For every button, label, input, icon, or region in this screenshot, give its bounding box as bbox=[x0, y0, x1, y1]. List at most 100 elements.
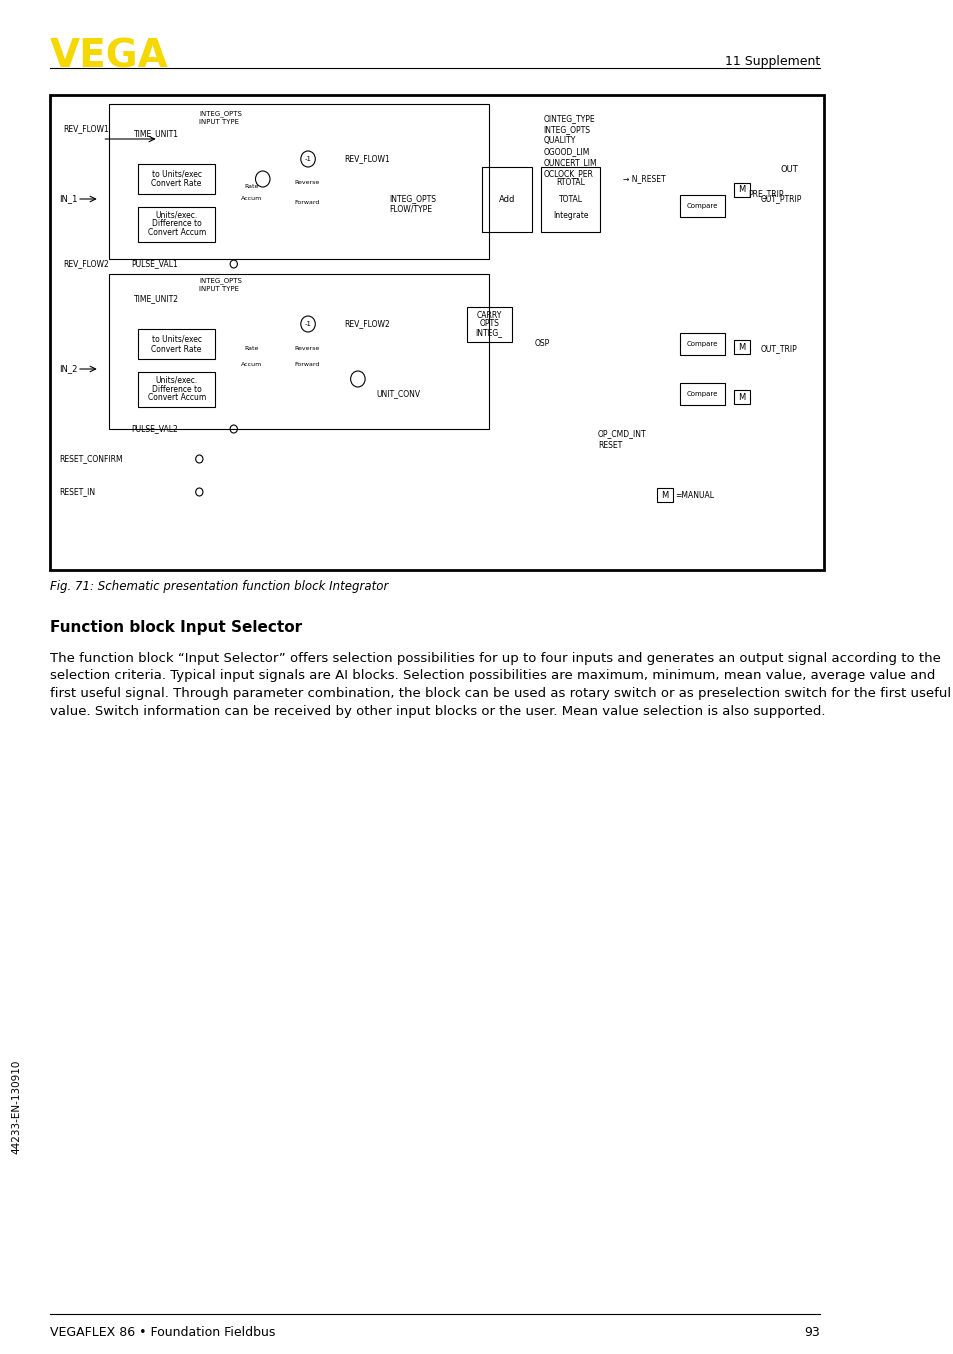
Text: Rate: Rate bbox=[244, 184, 259, 188]
Text: -1: -1 bbox=[304, 156, 312, 162]
Text: INTEG_OPTS: INTEG_OPTS bbox=[199, 111, 242, 118]
Bar bbox=[50, 95, 823, 570]
Circle shape bbox=[300, 152, 315, 167]
Text: Rate: Rate bbox=[244, 347, 259, 352]
Text: M: M bbox=[660, 490, 668, 500]
Text: Convert Accum: Convert Accum bbox=[148, 229, 206, 237]
Text: Reverse: Reverse bbox=[294, 347, 319, 352]
Text: to Units/exec: to Units/exec bbox=[152, 169, 201, 179]
Text: QUALITY: QUALITY bbox=[543, 137, 576, 145]
Text: RESET_CONFIRM: RESET_CONFIRM bbox=[59, 455, 122, 463]
Text: Add: Add bbox=[498, 195, 515, 203]
Text: OPTS: OPTS bbox=[478, 320, 498, 329]
Text: Forward: Forward bbox=[294, 362, 319, 367]
Text: to Units/exec: to Units/exec bbox=[152, 334, 201, 344]
Bar bbox=[679, 383, 724, 405]
Text: Convert Rate: Convert Rate bbox=[152, 180, 202, 188]
Circle shape bbox=[300, 315, 315, 332]
Text: Function block Input Selector: Function block Input Selector bbox=[50, 620, 302, 635]
Text: Compare: Compare bbox=[686, 391, 717, 397]
Circle shape bbox=[351, 371, 365, 387]
Text: OCLOCK_PER: OCLOCK_PER bbox=[543, 169, 593, 179]
Text: → N_RESET: → N_RESET bbox=[622, 175, 665, 184]
FancyBboxPatch shape bbox=[733, 183, 749, 196]
Text: Accum: Accum bbox=[241, 196, 262, 202]
Text: OUT: OUT bbox=[781, 164, 798, 173]
Text: =MANUAL: =MANUAL bbox=[675, 490, 713, 500]
Bar bbox=[138, 207, 215, 241]
Text: FLOW/TYPE: FLOW/TYPE bbox=[389, 204, 432, 214]
Text: INPUT TYPE: INPUT TYPE bbox=[199, 286, 239, 292]
Bar bbox=[109, 104, 489, 259]
Circle shape bbox=[195, 487, 203, 496]
Text: TIME_UNIT1: TIME_UNIT1 bbox=[134, 130, 179, 138]
Bar bbox=[482, 167, 532, 232]
Text: RESET_IN: RESET_IN bbox=[59, 487, 95, 497]
Text: RTOTAL: RTOTAL bbox=[556, 179, 584, 187]
Text: OUNCERT_LIM: OUNCERT_LIM bbox=[543, 158, 597, 168]
FancyBboxPatch shape bbox=[733, 340, 749, 353]
Text: M: M bbox=[738, 185, 745, 195]
Bar bbox=[679, 333, 724, 355]
Text: INTEG_OPTS: INTEG_OPTS bbox=[389, 195, 436, 203]
Text: PULSE_VAL2: PULSE_VAL2 bbox=[132, 425, 178, 433]
Bar bbox=[138, 164, 215, 194]
Text: PULSE_VAL1: PULSE_VAL1 bbox=[132, 260, 178, 268]
Text: 11 Supplement: 11 Supplement bbox=[724, 56, 819, 68]
Text: 93: 93 bbox=[803, 1326, 819, 1339]
Text: The function block “Input Selector” offers selection possibilities for up to fou: The function block “Input Selector” offe… bbox=[50, 653, 950, 718]
Text: Difference to: Difference to bbox=[152, 219, 201, 229]
Text: OP_CMD_INT: OP_CMD_INT bbox=[598, 429, 646, 439]
Bar bbox=[540, 167, 599, 232]
Text: CARRY: CARRY bbox=[476, 311, 501, 320]
Text: -1: -1 bbox=[304, 321, 312, 328]
Circle shape bbox=[255, 171, 270, 187]
Bar bbox=[679, 195, 724, 217]
Text: Units/exec.: Units/exec. bbox=[155, 211, 197, 219]
Text: 44233-EN-130910: 44233-EN-130910 bbox=[11, 1060, 21, 1154]
Text: Integrate: Integrate bbox=[553, 211, 588, 219]
Text: REV_FLOW2: REV_FLOW2 bbox=[63, 260, 109, 268]
Circle shape bbox=[230, 260, 237, 268]
Text: UNIT_CONV: UNIT_CONV bbox=[376, 390, 420, 398]
Text: Accum: Accum bbox=[241, 362, 262, 367]
Bar bbox=[138, 371, 215, 406]
Text: Compare: Compare bbox=[686, 341, 717, 347]
Text: INTEG_: INTEG_ bbox=[476, 328, 502, 337]
Circle shape bbox=[230, 425, 237, 433]
Text: Units/exec.: Units/exec. bbox=[155, 376, 197, 385]
Bar bbox=[109, 274, 489, 429]
Text: VEGA: VEGA bbox=[50, 38, 169, 76]
Text: OGOOD_LIM: OGOOD_LIM bbox=[543, 148, 589, 157]
Text: INPUT TYPE: INPUT TYPE bbox=[199, 119, 239, 125]
Text: Reverse: Reverse bbox=[294, 180, 319, 184]
Bar bbox=[138, 329, 215, 359]
Text: OUT_TRIP: OUT_TRIP bbox=[760, 344, 797, 353]
Text: REV_FLOW2: REV_FLOW2 bbox=[344, 320, 390, 329]
Text: TOTAL: TOTAL bbox=[558, 195, 582, 203]
Text: Forward: Forward bbox=[294, 199, 319, 204]
FancyBboxPatch shape bbox=[657, 487, 673, 502]
Text: INTEG_OPTS: INTEG_OPTS bbox=[543, 126, 590, 134]
Text: REV_FLOW1: REV_FLOW1 bbox=[344, 154, 390, 164]
Text: Fig. 71: Schematic presentation function block Integrator: Fig. 71: Schematic presentation function… bbox=[50, 580, 388, 593]
Text: PRE_TRIP: PRE_TRIP bbox=[747, 190, 783, 199]
Circle shape bbox=[195, 455, 203, 463]
Text: Compare: Compare bbox=[686, 203, 717, 209]
Text: Convert Rate: Convert Rate bbox=[152, 344, 202, 353]
Text: REV_FLOW1: REV_FLOW1 bbox=[63, 125, 109, 134]
Text: OSP: OSP bbox=[534, 340, 549, 348]
Text: IN_1: IN_1 bbox=[59, 195, 77, 203]
Text: VEGAFLEX 86 • Foundation Fieldbus: VEGAFLEX 86 • Foundation Fieldbus bbox=[50, 1326, 274, 1339]
Bar bbox=[466, 306, 512, 341]
Text: OINTEG_TYPE: OINTEG_TYPE bbox=[543, 115, 595, 123]
FancyBboxPatch shape bbox=[733, 390, 749, 403]
Text: IN_2: IN_2 bbox=[59, 364, 77, 374]
Text: Difference to: Difference to bbox=[152, 385, 201, 394]
Text: INTEG_OPTS: INTEG_OPTS bbox=[199, 278, 242, 284]
Text: Convert Accum: Convert Accum bbox=[148, 393, 206, 402]
Text: M: M bbox=[738, 343, 745, 352]
Text: RESET: RESET bbox=[598, 440, 621, 450]
Text: M: M bbox=[738, 393, 745, 402]
Text: TIME_UNIT2: TIME_UNIT2 bbox=[134, 295, 179, 303]
